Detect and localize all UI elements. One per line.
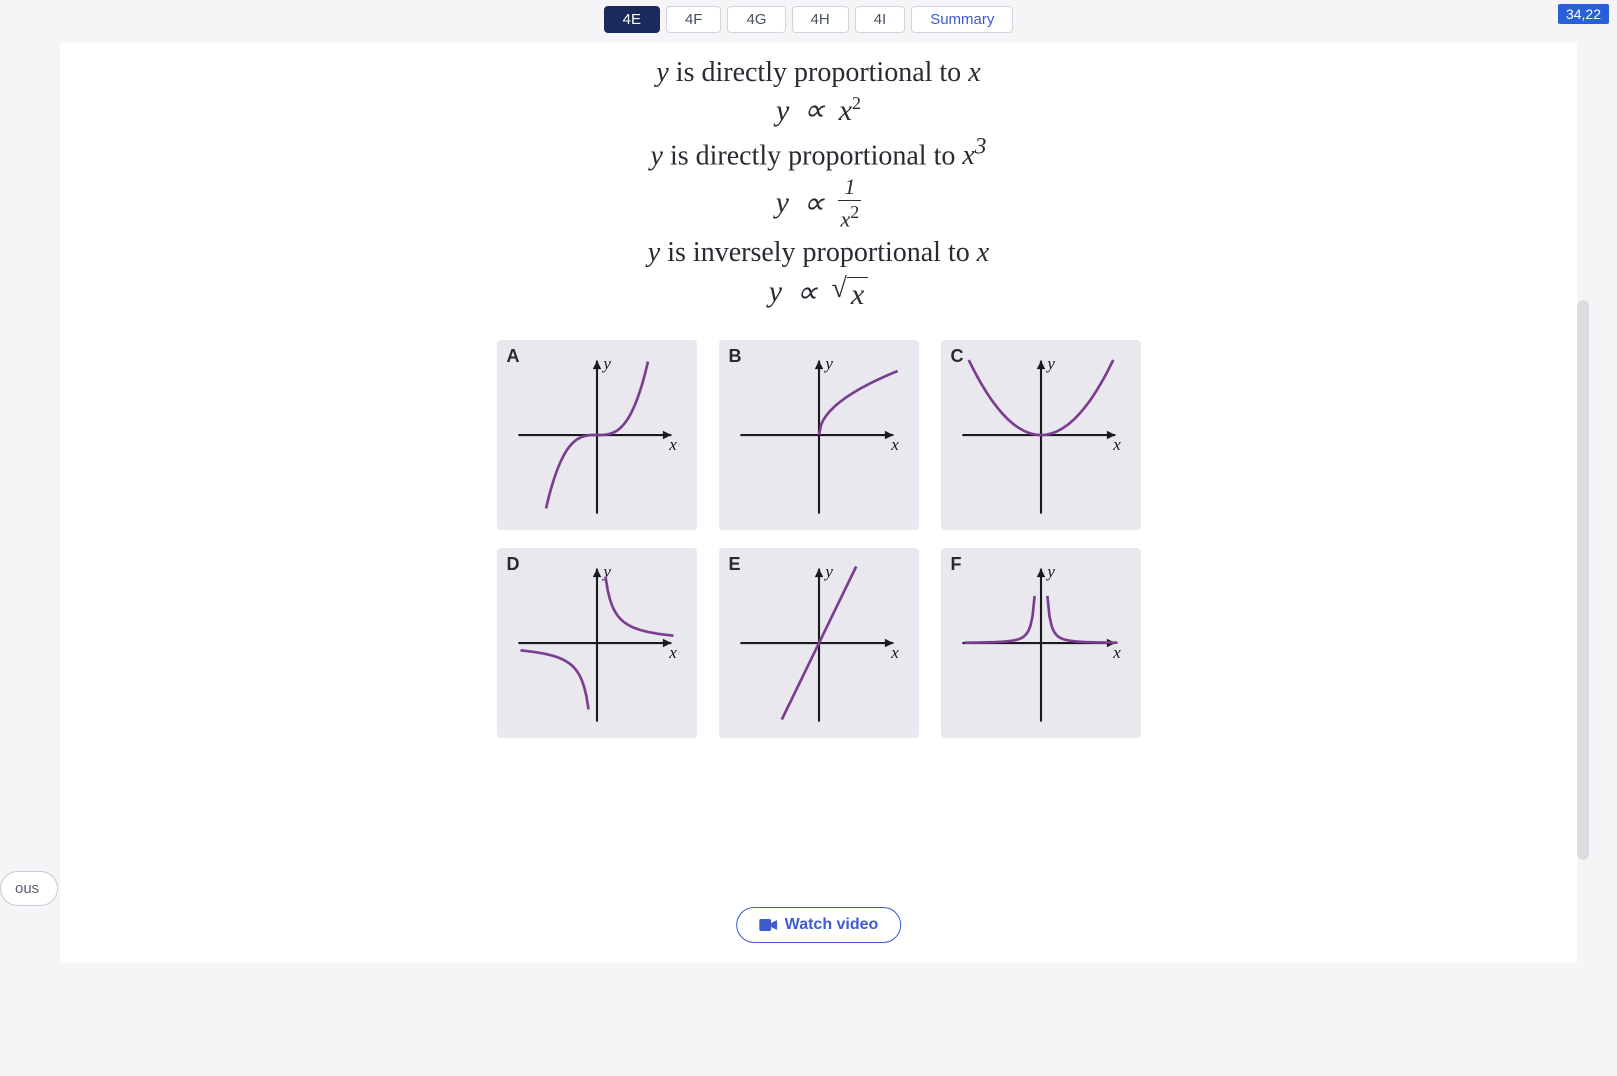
formula-3: y ∝ √ x bbox=[100, 273, 1537, 312]
exp: 3 bbox=[975, 134, 987, 160]
previous-button[interactable]: ous bbox=[0, 871, 58, 906]
formula-1: y ∝ x2 bbox=[100, 93, 1537, 128]
svg-text:y: y bbox=[823, 354, 833, 373]
prop-symbol: ∝ bbox=[796, 275, 817, 310]
graph-svg: yx bbox=[512, 350, 682, 520]
var-y: y bbox=[656, 57, 668, 88]
tab-summary[interactable]: Summary bbox=[911, 6, 1013, 33]
graph-svg: yx bbox=[512, 558, 682, 728]
var-x-cubed: x3 bbox=[962, 140, 986, 171]
graph-label: A bbox=[507, 346, 520, 367]
numerator: 1 bbox=[838, 176, 861, 201]
graph-svg: yx bbox=[956, 558, 1126, 728]
tab-4i[interactable]: 4I bbox=[855, 6, 906, 33]
text: is directly proportional to bbox=[669, 57, 968, 88]
tab-bar: 4E4F4G 4H4ISummary bbox=[0, 0, 1617, 43]
previous-label: ous bbox=[15, 880, 39, 897]
graph-label: C bbox=[951, 346, 964, 367]
graph-label: E bbox=[729, 554, 741, 575]
prop-symbol: ∝ bbox=[803, 93, 824, 128]
tab-4e[interactable]: 4E bbox=[604, 6, 660, 33]
graph-label: F bbox=[951, 554, 962, 575]
svg-text:y: y bbox=[1045, 562, 1055, 581]
corner-time: 34,22 bbox=[1558, 4, 1609, 24]
lhs: y bbox=[776, 186, 789, 220]
var-y: y bbox=[651, 140, 663, 171]
watch-video-button[interactable]: Watch video bbox=[736, 907, 902, 943]
prop-symbol: ∝ bbox=[803, 186, 824, 221]
base: x bbox=[962, 140, 974, 171]
graph-svg: yx bbox=[734, 558, 904, 728]
var-y: y bbox=[648, 237, 660, 268]
svg-text:x: x bbox=[890, 643, 899, 662]
tab-4g[interactable]: 4G bbox=[727, 6, 785, 33]
denominator: x2 bbox=[840, 201, 859, 230]
svg-text:x: x bbox=[1112, 435, 1121, 454]
video-icon bbox=[759, 918, 777, 932]
graph-option-f[interactable]: Fyx bbox=[941, 548, 1141, 738]
svg-text:x: x bbox=[890, 435, 899, 454]
exp: 2 bbox=[852, 93, 861, 113]
svg-text:x: x bbox=[668, 435, 677, 454]
formula-2: y ∝ 1 x2 bbox=[100, 176, 1537, 230]
prop-line-2: y is directly proportional to x3 bbox=[100, 134, 1537, 172]
rhs: x2 bbox=[839, 93, 861, 128]
graph-option-a[interactable]: Ayx bbox=[497, 340, 697, 530]
tab-4h[interactable]: 4H bbox=[792, 6, 849, 33]
graph-svg: yx bbox=[734, 350, 904, 520]
prop-line-3: y is inversely proportional to x bbox=[100, 237, 1537, 269]
svg-text:x: x bbox=[668, 643, 677, 662]
base: x bbox=[840, 207, 850, 232]
text: is directly proportional to bbox=[663, 140, 962, 171]
radical-icon: √ bbox=[832, 273, 847, 305]
graph-svg: yx bbox=[956, 350, 1126, 520]
proportional-statements: y is directly proportional to x y ∝ x2 y… bbox=[100, 57, 1537, 312]
lhs: y bbox=[776, 94, 789, 128]
graph-label: D bbox=[507, 554, 520, 575]
var-x: x bbox=[968, 57, 980, 88]
exp: 2 bbox=[850, 202, 859, 222]
radicand: x bbox=[847, 277, 868, 312]
var-x: x bbox=[977, 237, 989, 268]
fraction: 1 x2 bbox=[838, 176, 861, 230]
graph-label: B bbox=[729, 346, 742, 367]
svg-text:y: y bbox=[823, 562, 833, 581]
svg-text:y: y bbox=[601, 354, 611, 373]
svg-text:x: x bbox=[1112, 643, 1121, 662]
graph-option-e[interactable]: Eyx bbox=[719, 548, 919, 738]
graph-option-b[interactable]: Byx bbox=[719, 340, 919, 530]
tab-4f[interactable]: 4F bbox=[666, 6, 722, 33]
graph-option-d[interactable]: Dyx bbox=[497, 548, 697, 738]
graph-option-c[interactable]: Cyx bbox=[941, 340, 1141, 530]
lhs: y bbox=[769, 275, 782, 309]
text: is inversely proportional to bbox=[660, 237, 977, 268]
base: x bbox=[839, 94, 852, 127]
watch-video-label: Watch video bbox=[785, 916, 879, 934]
prop-line-1: y is directly proportional to x bbox=[100, 57, 1537, 89]
graph-grid: AyxByxCyxDyxEyxFyx bbox=[100, 340, 1537, 738]
scrollbar-track[interactable] bbox=[1577, 300, 1589, 860]
question-content: y is directly proportional to x y ∝ x2 y… bbox=[60, 43, 1577, 963]
svg-text:y: y bbox=[1045, 354, 1055, 373]
sqrt: √ x bbox=[832, 273, 869, 312]
